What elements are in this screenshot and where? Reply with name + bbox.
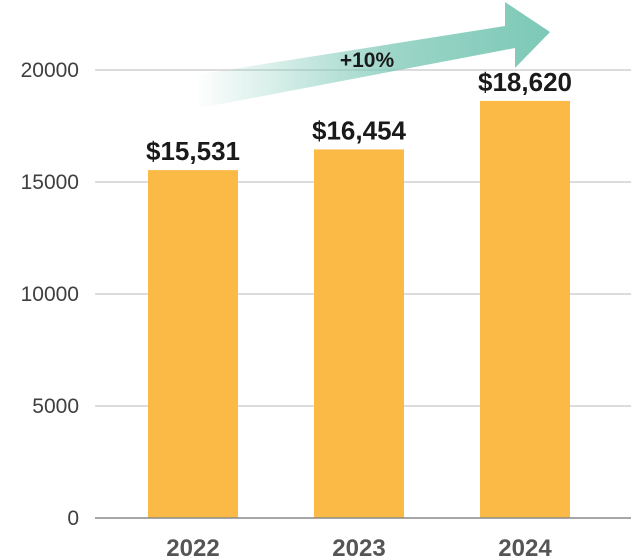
bar-2024: [480, 100, 570, 519]
x-tick-label-2023: 2023: [332, 535, 385, 558]
data-labels: $15,531 $16,454 $18,620: [146, 67, 572, 166]
y-axis-ticks: 0 5000 10000 15000 20000: [21, 59, 79, 530]
x-tick-label-2024: 2024: [498, 535, 552, 558]
growth-arrow: +10%: [195, 2, 550, 108]
growth-arrow-icon: [195, 2, 550, 108]
y-tick-label: 0: [67, 507, 79, 530]
bars: [148, 100, 570, 519]
data-label-2023: $16,454: [312, 115, 407, 145]
growth-label: +10%: [340, 49, 395, 72]
bar-2022: [148, 170, 238, 519]
y-tick-label: 20000: [21, 59, 79, 82]
x-axis-ticks: 2022 2023 2024: [166, 535, 552, 558]
bar-2023: [314, 149, 404, 518]
y-tick-label: 10000: [21, 283, 79, 306]
data-label-2024: $18,620: [478, 67, 572, 97]
data-label-2022: $15,531: [146, 136, 240, 166]
y-tick-label: 5000: [32, 395, 79, 418]
x-tick-label-2022: 2022: [166, 535, 219, 558]
y-tick-label: 15000: [21, 171, 79, 194]
